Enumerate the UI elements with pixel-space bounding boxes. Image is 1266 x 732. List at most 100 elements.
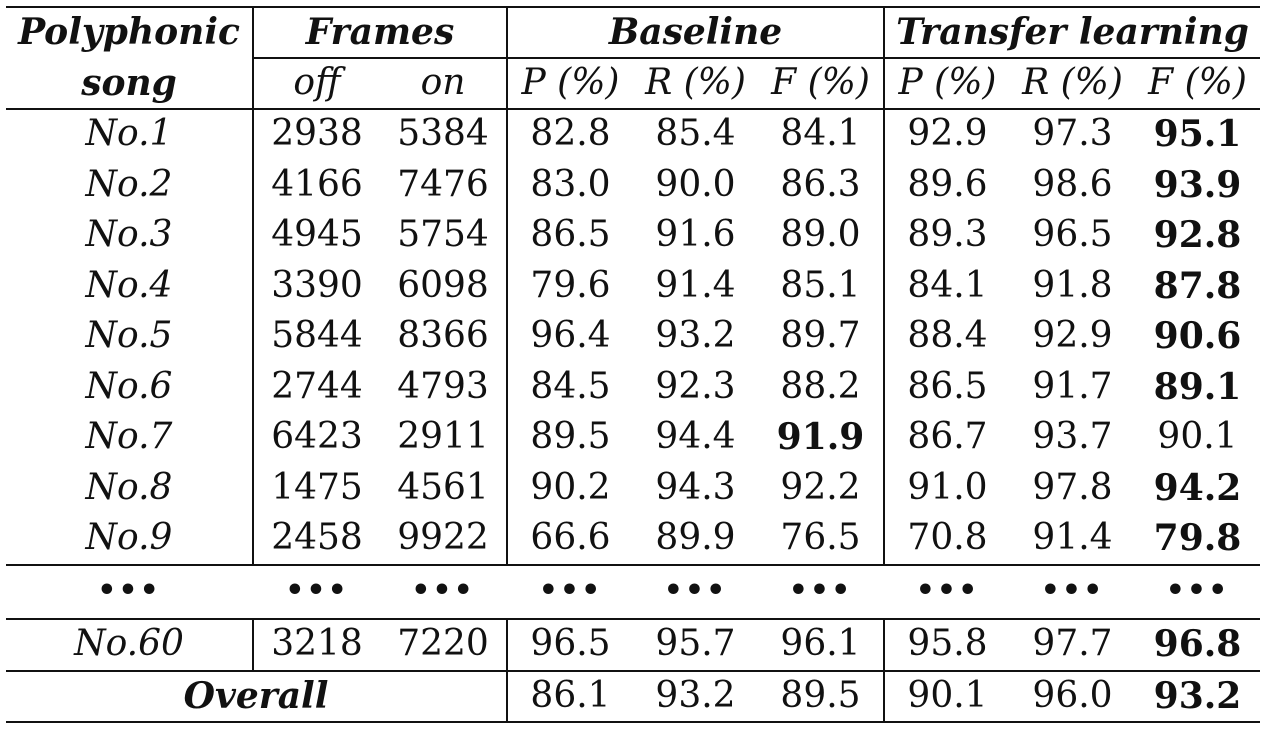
row-1-br: 85.4 <box>655 113 736 154</box>
row-3-tr: 96.5 <box>1032 214 1113 255</box>
row-8-bp: 90.2 <box>530 466 611 508</box>
ellipsis-tr: ••• <box>1040 573 1105 608</box>
ellipsis-song: ••• <box>97 573 161 608</box>
row-2-song: No.2 <box>85 163 173 205</box>
row-5-br: 93.2 <box>655 315 736 356</box>
header-on: on <box>420 62 466 103</box>
vline-song <box>252 6 254 566</box>
row-1-on: 5384 <box>397 113 489 154</box>
last-row-tr: 97.7 <box>1032 623 1113 664</box>
last-row-bf: 96.1 <box>780 623 861 664</box>
overall-tf: 93.2 <box>1153 675 1242 717</box>
row-1-off: 2938 <box>271 113 363 154</box>
row-2-tf: 93.9 <box>1153 163 1242 206</box>
ellipsis-br: ••• <box>663 573 728 608</box>
last-row-br: 95.7 <box>655 623 736 664</box>
row-4-bp: 79.6 <box>530 264 611 306</box>
row-6-tf: 89.1 <box>1153 365 1242 408</box>
row-7-off: 6423 <box>271 416 363 457</box>
row-5-tp: 88.4 <box>907 315 988 356</box>
row-9-tr: 91.4 <box>1032 517 1113 558</box>
row-7-bp: 89.5 <box>530 416 611 457</box>
row-5-bp: 96.4 <box>530 315 611 356</box>
row-6-song: No.6 <box>85 365 173 407</box>
row-7-on: 2911 <box>397 416 489 457</box>
overall-br: 93.2 <box>655 675 736 716</box>
row-6-bf: 88.2 <box>780 365 861 407</box>
overall-label: Overall <box>183 675 329 717</box>
row-2-tr: 98.6 <box>1032 163 1113 205</box>
row-6-tp: 86.5 <box>907 365 988 407</box>
row-8-tf: 94.2 <box>1153 466 1242 509</box>
row-4-tr: 91.8 <box>1032 264 1113 306</box>
row-2-tp: 89.6 <box>907 163 988 205</box>
row-9-bf: 76.5 <box>780 517 861 558</box>
row-5-off: 5844 <box>271 315 363 356</box>
overall-bp: 86.1 <box>530 675 611 716</box>
ellipsis-off: ••• <box>285 573 349 608</box>
row-8-song: No.8 <box>85 466 173 508</box>
rule-header-bottom <box>6 108 1260 110</box>
header-baseline-p: P (%) <box>521 62 620 103</box>
row-1-tp: 92.9 <box>907 113 988 154</box>
row-8-br: 94.3 <box>655 466 736 508</box>
ellipsis-tp: ••• <box>915 573 980 608</box>
header-transfer-p: P (%) <box>898 62 997 103</box>
row-1-tf: 95.1 <box>1153 113 1242 155</box>
header-transfer-learning: Transfer learning <box>896 11 1249 53</box>
row-6-off: 2744 <box>271 365 363 407</box>
row-6-bp: 84.5 <box>530 365 611 407</box>
row-6-br: 92.3 <box>655 365 736 407</box>
overall-tr: 96.0 <box>1032 675 1113 716</box>
header-baseline-r: R (%) <box>645 62 746 103</box>
last-row-tf: 96.8 <box>1153 623 1242 665</box>
row-3-song: No.3 <box>85 214 173 255</box>
row-3-bf: 89.0 <box>780 214 861 255</box>
row-3-off: 4945 <box>271 214 363 255</box>
row-3-tf: 92.8 <box>1153 214 1242 256</box>
row-6-on: 4793 <box>397 365 489 407</box>
last-row-on: 7220 <box>397 623 489 664</box>
row-4-on: 6098 <box>397 264 489 306</box>
vline-baseline-last <box>883 618 885 723</box>
vline-frames-last <box>506 618 508 723</box>
row-4-off: 3390 <box>271 264 363 306</box>
rule-before-ellipsis <box>6 564 1260 566</box>
row-7-tp: 86.7 <box>907 416 988 457</box>
header-off: off <box>293 62 341 103</box>
header-baseline: Baseline <box>608 11 783 53</box>
row-7-tr: 93.7 <box>1032 416 1113 457</box>
row-8-tp: 91.0 <box>907 466 988 508</box>
row-5-song: No.5 <box>85 315 173 356</box>
rule-before-overall <box>6 670 1260 672</box>
row-7-tf: 90.1 <box>1157 416 1238 457</box>
row-1-bf: 84.1 <box>780 113 861 154</box>
row-7-song: No.7 <box>85 416 173 457</box>
header-transfer-r: R (%) <box>1022 62 1123 103</box>
header-frames: Frames <box>305 11 455 53</box>
row-4-tp: 84.1 <box>907 264 988 306</box>
row-3-on: 5754 <box>397 214 489 255</box>
last-row-off: 3218 <box>271 623 363 664</box>
vline-frames <box>506 6 508 566</box>
row-9-bp: 66.6 <box>530 517 611 558</box>
row-2-br: 90.0 <box>655 163 736 205</box>
last-row-song: No.60 <box>74 623 184 664</box>
row-4-br: 91.4 <box>655 264 736 306</box>
row-4-song: No.4 <box>85 264 173 306</box>
row-8-on: 4561 <box>397 466 489 508</box>
row-4-tf: 87.8 <box>1153 264 1242 307</box>
overall-tp: 90.1 <box>907 675 988 716</box>
row-8-bf: 92.2 <box>780 466 861 508</box>
row-5-on: 8366 <box>397 315 489 356</box>
row-4-bf: 85.1 <box>780 264 861 306</box>
row-6-tr: 91.7 <box>1032 365 1113 407</box>
header-song-line2: song <box>81 62 177 104</box>
rule-after-ellipsis <box>6 618 1260 620</box>
row-2-bf: 86.3 <box>780 163 861 205</box>
ellipsis-bf: ••• <box>788 573 853 608</box>
row-9-on: 9922 <box>397 517 489 558</box>
vline-baseline <box>883 6 885 566</box>
row-7-bf: 91.9 <box>776 416 865 458</box>
